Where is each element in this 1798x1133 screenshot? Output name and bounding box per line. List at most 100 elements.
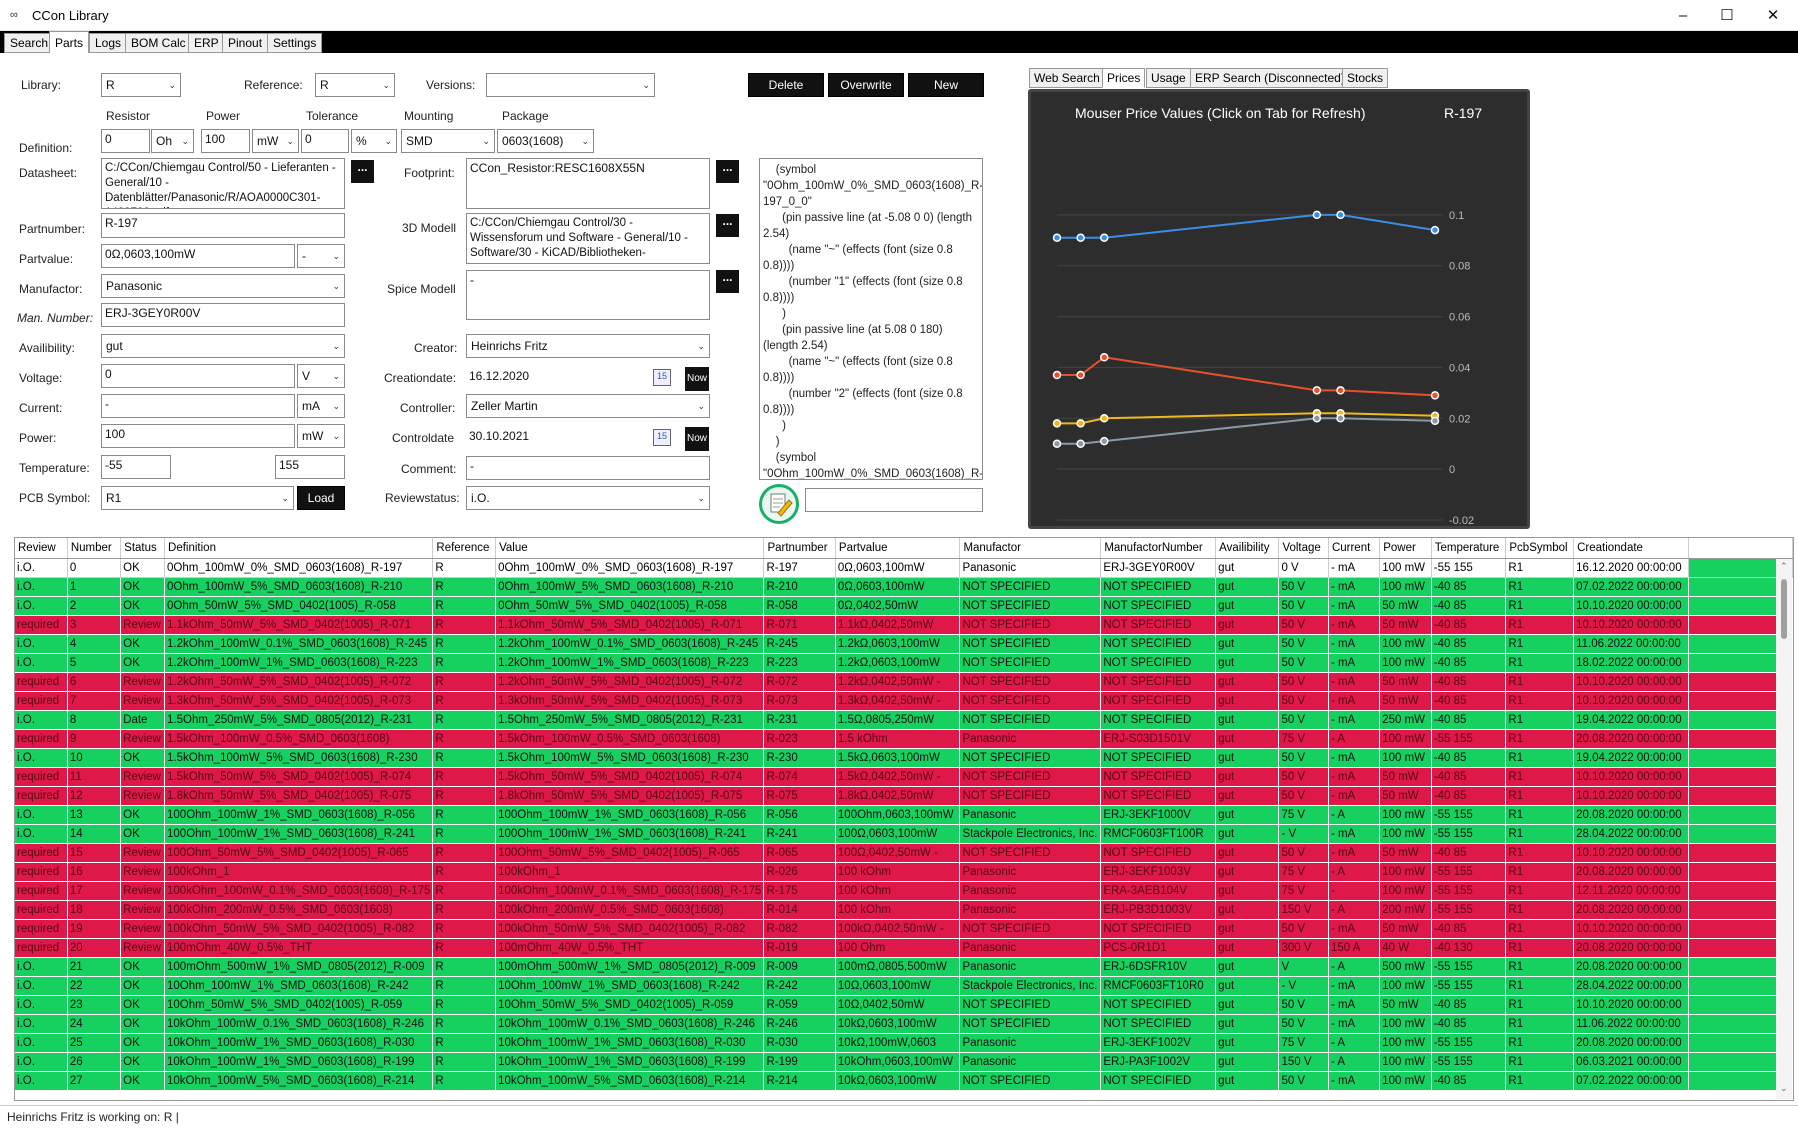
- tab-settings[interactable]: Settings: [267, 33, 323, 53]
- table-row[interactable]: i.O. 27 OK 10kOhm_100mW_5%_SMD_0603(1608)_R…: [15, 1071, 1793, 1091]
- tab-logs[interactable]: Logs: [89, 33, 128, 53]
- tab-pinout[interactable]: Pinout: [222, 33, 269, 53]
- column-header[interactable]: Value: [495, 538, 765, 559]
- temp-max-field[interactable]: 155: [275, 455, 345, 479]
- series-point[interactable]: [1312, 210, 1322, 220]
- controldate-field[interactable]: 30.10.2021: [466, 424, 676, 448]
- tab-prices[interactable]: Prices: [1102, 68, 1146, 88]
- table-row[interactable]: i.O. 21 OK 100mOhm_500mW_1%_SMD_0805(2012)_…: [15, 957, 1793, 977]
- scrollbar-thumb[interactable]: [1781, 579, 1787, 639]
- table-row[interactable]: i.O. 8 Date 1.5Ohm_250mW_5%_SMD_0805(2012)_…: [15, 710, 1793, 730]
- controller-select[interactable]: Zeller Martin ⌄: [466, 394, 710, 418]
- tab-parts[interactable]: Parts: [49, 31, 90, 53]
- series-point[interactable]: [1052, 419, 1062, 428]
- voltage-unit-select[interactable]: V ⌄: [297, 364, 345, 388]
- mannumber-field[interactable]: ERJ-3GEY0R00V: [101, 303, 345, 327]
- column-header[interactable]: Power: [1379, 538, 1432, 559]
- table-row[interactable]: i.O. 2 OK 0Ohm_50mW_5%_SMD_0402(1005)_R-058…: [15, 596, 1793, 616]
- table-row[interactable]: i.O. 5 OK 1.2kOhm_100mW_1%_SMD_0603(1608)_R…: [15, 653, 1793, 673]
- series-point[interactable]: [1052, 233, 1062, 242]
- tab-erp[interactable]: ERP: [188, 33, 225, 53]
- series-point[interactable]: [1076, 233, 1085, 242]
- series-point[interactable]: [1430, 225, 1440, 235]
- comment-field[interactable]: -: [466, 456, 710, 480]
- partnumber-field[interactable]: R-197: [101, 213, 345, 238]
- table-row[interactable]: i.O. 24 OK 10kOhm_100mW_0.1%_SMD_0603(1608)…: [15, 1014, 1793, 1034]
- model3d-field[interactable]: C:/CCon/Chiemgau Control/30 - Wissensfor…: [466, 213, 710, 264]
- table-row[interactable]: required 20 Review 100mOhm_40W_0.5%_THT R 100…: [15, 938, 1793, 958]
- series-point[interactable]: [1336, 210, 1345, 220]
- column-header[interactable]: Partvalue: [835, 538, 961, 559]
- tab-stocks[interactable]: Stocks: [1342, 68, 1389, 88]
- series-point[interactable]: [1052, 370, 1062, 380]
- tab-bom-calc[interactable]: BOM Calc: [125, 33, 192, 53]
- column-header[interactable]: Creationdate: [1573, 538, 1689, 559]
- calendar-icon[interactable]: 15: [653, 369, 671, 386]
- overwrite-button[interactable]: Overwrite: [828, 73, 904, 97]
- power-unit-select[interactable]: mW ⌄: [297, 424, 345, 448]
- series-point[interactable]: [1076, 439, 1085, 448]
- column-header[interactable]: Reference: [432, 538, 497, 559]
- column-header[interactable]: Partnumber: [763, 538, 836, 559]
- series-point[interactable]: [1312, 386, 1322, 395]
- column-header[interactable]: Temperature: [1431, 538, 1507, 559]
- load-button[interactable]: Load: [297, 486, 345, 510]
- column-header[interactable]: PcbSymbol: [1505, 538, 1575, 559]
- table-row[interactable]: required 3 Review 1.1kOhm_50mW_5%_SMD_0402(…: [15, 615, 1793, 635]
- table-row[interactable]: required 17 Review 100kOhm_100mW_0.1%_SMD_0…: [15, 881, 1793, 901]
- column-header[interactable]: Review: [15, 538, 68, 559]
- table-row[interactable]: i.O. 0 OK 0Ohm_100mW_0%_SMD_0603(1608)_R-19…: [15, 558, 1793, 578]
- def-tolerance-unit-select[interactable]: % ⌄: [351, 129, 397, 153]
- series-point[interactable]: [1076, 370, 1085, 380]
- series-point[interactable]: [1336, 386, 1345, 395]
- column-header[interactable]: Status: [120, 538, 166, 559]
- scroll-down-icon[interactable]: ⌄: [1780, 1083, 1788, 1093]
- table-row[interactable]: required 12 Review 1.8kOhm_50mW_5%_SMD_0402…: [15, 786, 1793, 806]
- table-row[interactable]: required 11 Review 1.5kOhm_50mW_5%_SMD_0402…: [15, 767, 1793, 787]
- datasheet-browse-button[interactable]: ...: [351, 160, 374, 183]
- table-row[interactable]: i.O. 1 OK 0Ohm_100mW_5%_SMD_0603(1608)_R-21…: [15, 577, 1793, 597]
- current-unit-select[interactable]: mA ⌄: [297, 394, 345, 418]
- series-point[interactable]: [1100, 414, 1109, 423]
- tab-search[interactable]: Search: [4, 33, 55, 53]
- table-row[interactable]: required 18 Review 100kOhm_200mW_0.5%_SMD_0…: [15, 900, 1793, 920]
- reviewstatus-select[interactable]: i.O. ⌄: [466, 486, 710, 510]
- footprint-field[interactable]: CCon_Resistor:RESC1608X55N: [466, 158, 710, 209]
- spice-field[interactable]: -: [466, 270, 710, 320]
- column-header[interactable]: Number: [67, 538, 122, 559]
- reference-select[interactable]: R ⌄: [315, 73, 395, 97]
- delete-button[interactable]: Delete: [748, 73, 824, 97]
- column-header[interactable]: Definition: [164, 538, 434, 559]
- minimize-button[interactable]: –: [1678, 7, 1688, 24]
- temp-min-field[interactable]: -55: [101, 455, 171, 479]
- creator-select[interactable]: Heinrichs Fritz ⌄: [466, 334, 710, 358]
- table-row[interactable]: i.O. 22 OK 10Ohm_100mW_1%_SMD_0603(1608)_R-…: [15, 976, 1793, 996]
- table-row[interactable]: required 6 Review 1.2kOhm_50mW_5%_SMD_0402(…: [15, 672, 1793, 692]
- spice-browse-button[interactable]: ...: [716, 270, 739, 293]
- table-row[interactable]: i.O. 25 OK 10kOhm_100mW_1%_SMD_0603(1608)_R…: [15, 1033, 1793, 1053]
- series-point[interactable]: [1100, 353, 1109, 362]
- def-resistor-field[interactable]: 0: [101, 129, 150, 153]
- def-package-select[interactable]: 0603(1608) ⌄: [497, 129, 594, 153]
- power-field[interactable]: 100: [101, 424, 295, 448]
- column-header[interactable]: Availibility: [1215, 538, 1280, 559]
- series-point[interactable]: [1312, 414, 1322, 423]
- def-power-field[interactable]: 100: [201, 129, 250, 153]
- series-point[interactable]: [1052, 439, 1062, 448]
- price-chart-panel[interactable]: Mouser Price Values (Click on Tab for Re…: [1028, 89, 1530, 529]
- library-select[interactable]: R ⌄: [101, 73, 181, 97]
- table-row[interactable]: required 15 Review 100Ohm_50mW_5%_SMD_0402(…: [15, 843, 1793, 863]
- table-row[interactable]: i.O. 14 OK 100Ohm_100mW_1%_SMD_0603(1608)_R…: [15, 824, 1793, 844]
- series-point[interactable]: [1430, 391, 1440, 400]
- tab-erp-search[interactable]: ERP Search (Disconnected): [1190, 68, 1350, 88]
- series-point[interactable]: [1430, 416, 1440, 426]
- grid-vertical-scrollbar[interactable]: ⌃ ⌄: [1776, 559, 1792, 1099]
- column-header[interactable]: Manufactor: [959, 538, 1102, 559]
- datasheet-field[interactable]: C:/CCon/Chiemgau Control/50 - Lieferante…: [101, 158, 345, 209]
- series-point[interactable]: [1100, 436, 1109, 446]
- model3d-browse-button[interactable]: ...: [716, 214, 739, 237]
- controldate-now-button[interactable]: Now: [685, 427, 709, 451]
- availibility-select[interactable]: gut ⌄: [101, 334, 345, 358]
- maximize-button[interactable]: ☐: [1720, 7, 1734, 24]
- footprint-browse-button[interactable]: ...: [716, 160, 739, 183]
